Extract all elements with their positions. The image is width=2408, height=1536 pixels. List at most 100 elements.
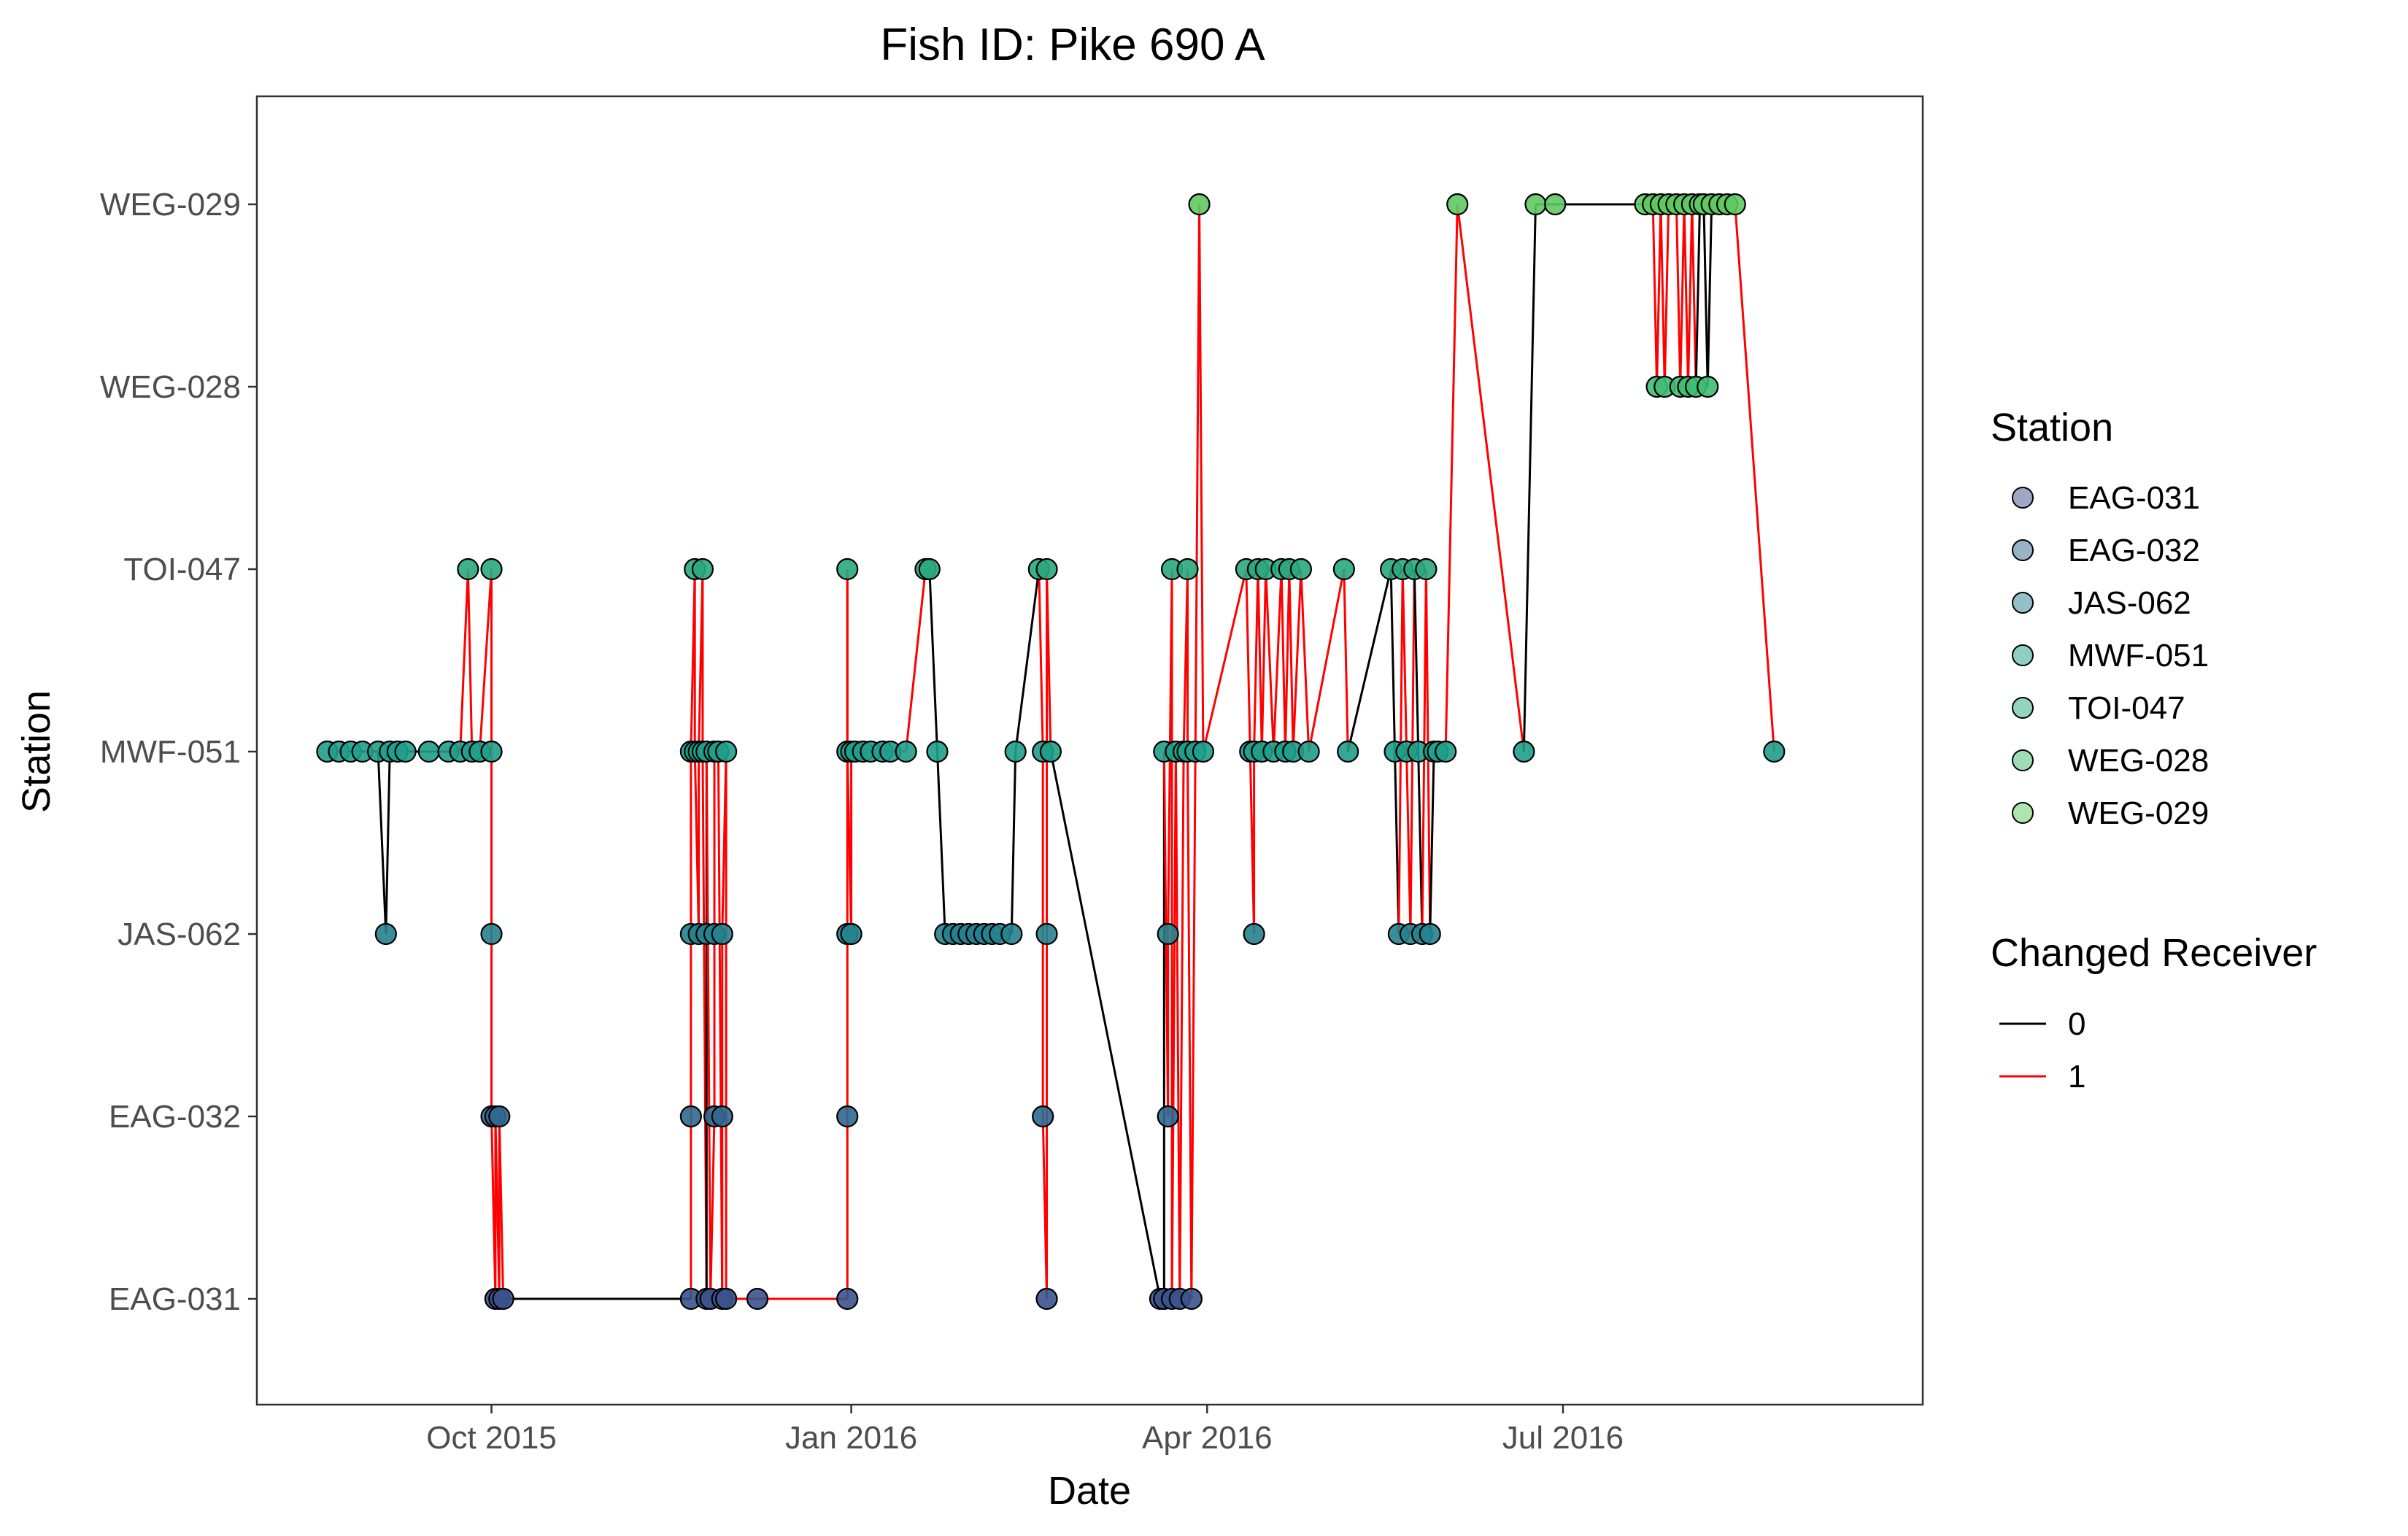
- x-tick-label: Apr 2016: [1142, 1420, 1273, 1456]
- detection-point: [1297, 740, 1320, 763]
- legend-changed: 01: [1999, 1006, 2085, 1095]
- detection-point: [1176, 557, 1199, 581]
- path-segment: [1170, 751, 1177, 1300]
- detection-point: [1039, 740, 1062, 763]
- path-segment: [1686, 204, 1694, 387]
- detection-point: [1035, 922, 1058, 946]
- path-segment: [1734, 204, 1775, 752]
- path-segment: [1038, 568, 1044, 752]
- path-segment: [1245, 568, 1251, 752]
- detection-point: [714, 740, 738, 763]
- detection-point: [1035, 557, 1058, 581]
- path-segment: [905, 568, 927, 752]
- detection-point: [1004, 740, 1027, 763]
- path-segment: [1683, 204, 1689, 387]
- legend-station-key: [2012, 487, 2034, 509]
- detection-point: [1419, 922, 1441, 946]
- path-segment: [1346, 568, 1392, 752]
- detection-point: [1697, 375, 1719, 398]
- detection-point: [457, 557, 479, 581]
- detection-point: [1446, 193, 1469, 216]
- path-segment: [1456, 204, 1525, 752]
- path-segment: [1706, 204, 1713, 387]
- legend-station-label: MWF-051: [2068, 638, 2209, 674]
- x-tick-label: Jan 2016: [785, 1420, 917, 1456]
- legend-station-key: [2012, 644, 2034, 666]
- detection-point: [1180, 1287, 1203, 1311]
- detection-point: [836, 1105, 859, 1128]
- path-segment: [709, 1116, 716, 1300]
- detection-point: [918, 557, 941, 581]
- segments-layer: [327, 203, 1775, 1300]
- path-segment: [1174, 751, 1181, 1300]
- detection-point: [488, 1105, 511, 1128]
- y-tick-label: JAS-062: [117, 916, 241, 952]
- path-segment: [705, 751, 712, 1300]
- path-segment: [1280, 568, 1286, 752]
- path-segment: [1190, 751, 1197, 1300]
- legend-changed-label: 0: [2068, 1006, 2085, 1042]
- path-segment: [1694, 204, 1702, 387]
- detection-point: [1243, 922, 1265, 946]
- y-axis: EAG-031 EAG-032 JAS-062 MWF-051 TOI-047 WEG-0…: [100, 187, 257, 1317]
- path-segment: [478, 568, 493, 752]
- chart-title: Fish ID: Pike 690 A: [880, 20, 1265, 70]
- detection-point: [1188, 193, 1211, 216]
- path-segment: [1014, 568, 1041, 752]
- detection-point: [1032, 1105, 1054, 1128]
- legend-station-label: TOI-047: [2068, 690, 2185, 726]
- detection-point: [1524, 193, 1547, 216]
- path-segment: [1675, 204, 1682, 387]
- legend-station-label: EAG-031: [2068, 480, 2200, 516]
- detection-point: [714, 1287, 738, 1311]
- path-segment: [1272, 568, 1283, 752]
- detection-point: [1157, 922, 1179, 946]
- path-segment: [1265, 568, 1275, 752]
- path-segment: [1444, 204, 1459, 752]
- plot-panel: [255, 95, 1924, 1406]
- path-segment: [1046, 568, 1052, 752]
- detection-point: [926, 740, 949, 763]
- path-segment: [1343, 568, 1349, 752]
- path-segment: [377, 751, 387, 935]
- detection-point: [1035, 1287, 1058, 1311]
- detection-point: [1000, 922, 1023, 946]
- detection-point: [1435, 740, 1457, 763]
- y-tick-label: TOI-047: [123, 552, 241, 587]
- path-segment: [459, 568, 469, 752]
- legend-station-label: WEG-028: [2068, 743, 2209, 779]
- y-tick-label: EAG-031: [109, 1281, 241, 1317]
- detection-point: [1415, 557, 1438, 581]
- legend: Station EAG-031 EAG-032 JAS-062 MWF-051 TOI-…: [1991, 406, 2317, 1095]
- detection-point: [1513, 740, 1535, 763]
- path-segment: [928, 568, 938, 752]
- detection-point: [1544, 193, 1567, 216]
- path-segment: [1194, 204, 1201, 752]
- detection-point: [836, 1287, 859, 1311]
- path-segment: [1292, 568, 1303, 752]
- path-segment: [1702, 204, 1709, 387]
- path-segment: [1284, 568, 1291, 752]
- y-tick-label: WEG-028: [100, 369, 241, 405]
- x-tick-label: Jul 2016: [1502, 1420, 1624, 1456]
- path-segment: [466, 568, 474, 752]
- detection-point: [711, 1105, 733, 1128]
- y-axis-title: Station: [15, 690, 58, 813]
- x-axis-title: Date: [1048, 1469, 1131, 1513]
- detection-point: [895, 740, 917, 763]
- path-segment: [1288, 568, 1294, 752]
- detection-point: [1763, 740, 1786, 763]
- detection-point: [394, 740, 417, 763]
- legend-station-title: Station: [1991, 406, 2113, 449]
- detection-point: [492, 1287, 514, 1311]
- path-segment: [1202, 568, 1248, 752]
- legend-station-key: [2012, 539, 2034, 561]
- detection-point: [679, 1105, 702, 1128]
- path-segment: [935, 751, 946, 935]
- path-segment: [1308, 568, 1346, 752]
- detection-point: [480, 740, 503, 763]
- legend-station-key: [2012, 749, 2034, 771]
- detection-point: [1724, 193, 1746, 216]
- detection-point: [836, 557, 859, 581]
